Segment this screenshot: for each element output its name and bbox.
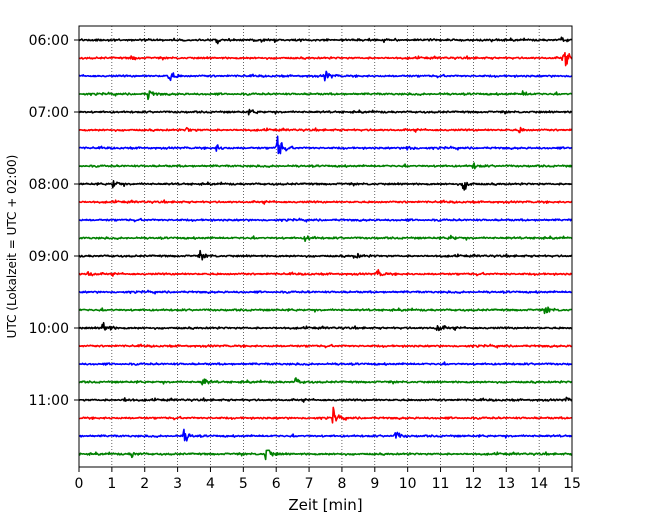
trace-0615 [78, 51, 573, 67]
x-tick-label: 11 [432, 476, 450, 492]
plot-frame [78, 25, 573, 468]
trace-0600 [78, 36, 573, 45]
trace-0930 [78, 289, 573, 295]
trace-1045 [78, 377, 573, 386]
x-tick-label: 12 [464, 476, 482, 492]
x-tick-label: 13 [497, 476, 515, 492]
x-tick-label: 0 [75, 476, 84, 492]
trace-1100 [78, 396, 573, 403]
x-axis-ticks: 0 1 2 3 4 5 6 7 8 9 10 11 12 13 14 15 [75, 467, 581, 492]
trace-1115 [78, 406, 573, 424]
trace-0715 [78, 126, 573, 134]
trace-1145 [78, 449, 573, 461]
y-tick-label: 08:00 [29, 177, 69, 193]
x-tick-label: 8 [337, 476, 346, 492]
trace-0900 [78, 249, 573, 261]
y-tick-label: 10:00 [29, 321, 69, 337]
trace-0830 [78, 217, 573, 223]
x-tick-label: 15 [563, 476, 581, 492]
trace-0645 [78, 90, 573, 101]
x-tick-label: 6 [272, 476, 281, 492]
y-tick-label: 09:00 [29, 249, 69, 265]
x-axis-title: Zeit [min] [288, 496, 362, 514]
seismic-traces [78, 36, 573, 461]
trace-0815 [78, 199, 573, 205]
y-axis-ticks: 06:00 07:00 08:00 09:00 10:00 11:00 [29, 33, 79, 409]
x-tick-label: 1 [107, 476, 116, 492]
trace-0800 [78, 180, 573, 191]
y-tick-label: 06:00 [29, 33, 69, 49]
trace-0730 [78, 135, 573, 155]
x-tick-label: 5 [239, 476, 248, 492]
x-tick-label: 2 [140, 476, 149, 492]
trace-1030 [78, 361, 573, 366]
y-tick-label: 07:00 [29, 105, 69, 121]
y-tick-label: 11:00 [29, 393, 69, 409]
trace-0915 [78, 268, 573, 277]
trace-1015 [78, 343, 573, 349]
trace-0630 [78, 70, 573, 82]
trace-1000 [78, 321, 573, 332]
x-tick-label: 3 [173, 476, 182, 492]
trace-0845 [78, 234, 573, 243]
y-axis-title: UTC (Lokalzeit = UTC + 02:00) [5, 155, 19, 339]
trace-0700 [78, 108, 573, 116]
trace-0945 [78, 306, 573, 315]
x-tick-label: 10 [399, 476, 417, 492]
trace-1130 [78, 428, 573, 442]
trace-0745 [78, 162, 573, 170]
x-tick-label: 14 [530, 476, 548, 492]
x-tick-label: 4 [206, 476, 215, 492]
x-tick-label: 7 [305, 476, 314, 492]
x-tick-label: 9 [370, 476, 379, 492]
